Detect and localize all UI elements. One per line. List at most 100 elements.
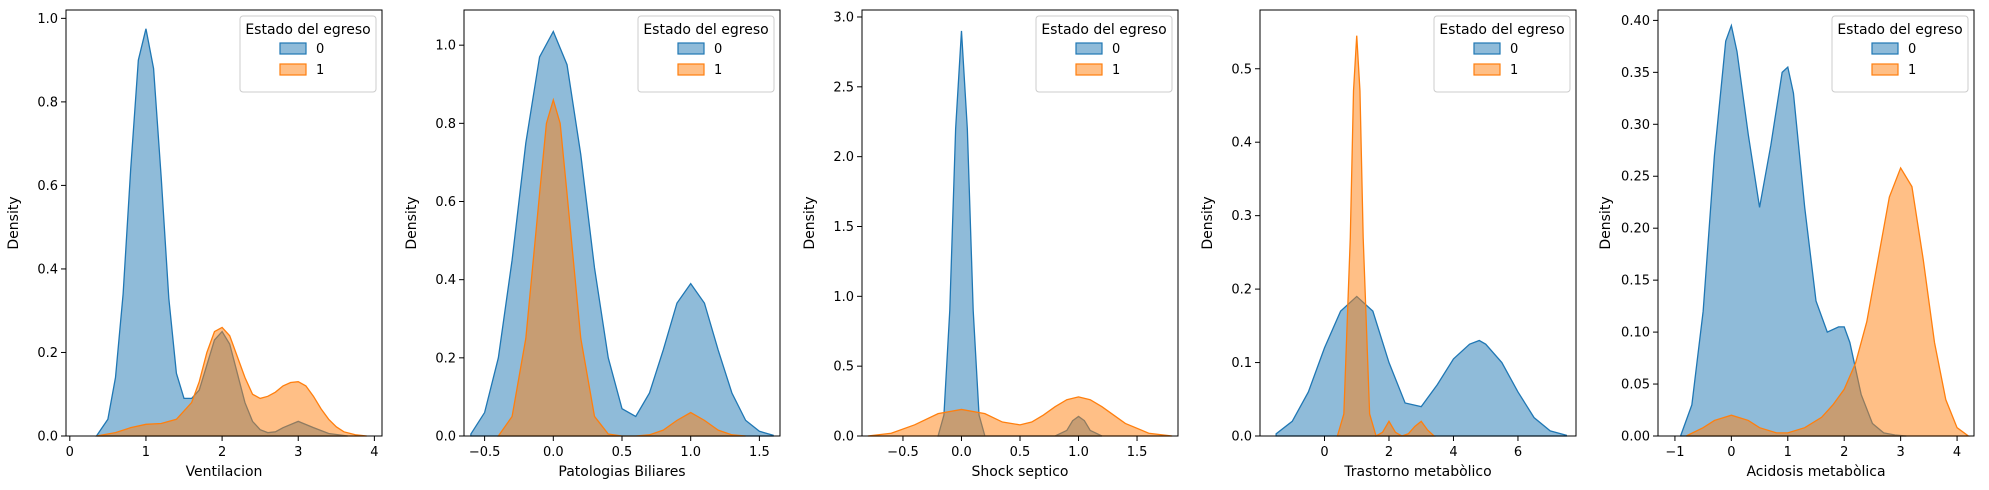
legend-swatch-0 (1075, 42, 1103, 55)
y-axis-label: Density (6, 196, 22, 249)
x-tick-label: 1.5 (1127, 445, 1148, 460)
legend-label-0: 0 (1112, 42, 1120, 57)
legend-label-0: 0 (1908, 42, 1916, 57)
x-axis-label: Ventilacion (186, 464, 263, 480)
y-tick-label: 0.0 (833, 430, 854, 445)
y-tick-label: 2.0 (833, 150, 854, 165)
legend-swatch-1 (1075, 63, 1103, 76)
x-tick-label: 0 (66, 445, 74, 460)
legend-box (1433, 15, 1571, 93)
x-tick-label: 0 (1320, 445, 1328, 460)
plot-frame (1259, 9, 1577, 437)
x-tick-label: 4 (1953, 445, 1961, 460)
x-tick-label: 0.0 (951, 445, 972, 460)
y-tick-label: 0.20 (1621, 222, 1650, 237)
y-tick-label: 0.35 (1621, 66, 1650, 81)
plot-frame (65, 9, 383, 437)
density-area-1 (1336, 35, 1436, 437)
legend-label-1: 1 (714, 63, 722, 78)
plot-frame (1657, 9, 1975, 437)
legend-swatch-0 (677, 42, 705, 55)
y-tick-label: 1.0 (37, 12, 58, 27)
y-tick-label: 0.05 (1621, 378, 1650, 393)
legend: Estado del egreso 0 1 (1831, 15, 1969, 93)
density-area-0 (1275, 295, 1567, 437)
legend-box (1035, 15, 1173, 93)
chart-panel-trastorno-metabolico: 0 2 4 6 0.0 0.1 0.2 0.3 0.4 0.5 Trastorno metabòli… (1200, 9, 1577, 480)
x-tick-label: 1.0 (680, 445, 701, 460)
legend: Estado del egreso 0 1 (239, 15, 377, 93)
y-axis-label: Density (1200, 196, 1216, 249)
legend-label-0: 0 (316, 42, 324, 57)
legend-title: Estado del egreso (245, 22, 370, 38)
legend: Estado del egreso 0 1 (637, 15, 775, 93)
x-tick-label: 1 (142, 445, 150, 460)
y-tick-label: 0.5 (833, 360, 854, 375)
x-tick-label: 4 (1449, 445, 1457, 460)
y-tick-label: 0.0 (1231, 430, 1252, 445)
y-tick-label: 0.10 (1621, 326, 1650, 341)
y-axis-label: Density (1598, 196, 1614, 249)
x-tick-label: 0.5 (1010, 445, 1031, 460)
x-tick-label: 3 (294, 445, 302, 460)
x-tick-label: 0.0 (543, 445, 564, 460)
legend-swatch-0 (1871, 42, 1899, 55)
y-tick-label: 0.6 (37, 179, 58, 194)
y-tick-label: 1.0 (435, 39, 456, 54)
legend-swatch-1 (1871, 63, 1899, 76)
y-tick-label: 0.40 (1621, 14, 1650, 29)
y-tick-label: 0.5 (1231, 62, 1252, 77)
legend: Estado del egreso 0 1 (1433, 15, 1571, 93)
legend-label-0: 0 (714, 42, 722, 57)
x-axis-label: Patologias Biliares (558, 464, 685, 480)
x-tick-label: 1.5 (749, 445, 770, 460)
legend-label-1: 1 (316, 63, 324, 78)
x-axis-label: Trastorno metabòlico (1343, 464, 1491, 480)
legend-title: Estado del egreso (1041, 22, 1166, 38)
legend-swatch-1 (677, 63, 705, 76)
y-tick-label: 0.4 (1231, 136, 1252, 151)
y-tick-label: 0.00 (1621, 430, 1650, 445)
y-axis-label: Density (404, 196, 420, 249)
legend-box (637, 15, 775, 93)
x-tick-label: 1.0 (1068, 445, 1089, 460)
legend-label-0: 0 (1510, 42, 1518, 57)
legend-title: Estado del egreso (1837, 22, 1962, 38)
legend-box (239, 15, 377, 93)
legend-swatch-1 (279, 63, 307, 76)
legend-swatch-1 (1473, 63, 1501, 76)
y-tick-label: 0.30 (1621, 118, 1650, 133)
legend-box (1831, 15, 1969, 93)
x-tick-label: 2 (218, 445, 226, 460)
legend-label-1: 1 (1112, 63, 1120, 78)
x-axis-label: Acidosis metabòlica (1746, 464, 1885, 480)
y-tick-label: 0.6 (435, 195, 456, 210)
x-tick-label: 6 (1514, 445, 1522, 460)
y-tick-label: 0.4 (37, 262, 58, 277)
y-tick-label: 0.2 (435, 351, 456, 366)
y-axis-label: Density (802, 196, 818, 249)
y-tick-label: 0.1 (1231, 356, 1252, 371)
legend-swatch-0 (1473, 42, 1501, 55)
chart-panel-ventilacion: 0 1 2 3 4 0.0 0.2 0.4 0.6 0.8 1.0 Ventilacion Densit… (6, 9, 383, 480)
chart-panel-patologias-biliares: −0.5 0.0 0.5 1.0 1.5 0.0 0.2 0.4 0.6 0.8 1.0 Patolo… (404, 9, 781, 480)
chart-panel-acidosis-metabolica: −1 0 1 2 3 4 0.00 0.05 0.10 0.15 0.20 0.25 0.30 0.35 0… (1598, 9, 1975, 480)
legend-label-1: 1 (1908, 63, 1916, 78)
x-tick-label: 1 (1784, 445, 1792, 460)
x-tick-label: 0 (1727, 445, 1735, 460)
density-area-1 (1685, 166, 1971, 437)
y-tick-label: 1.5 (833, 220, 854, 235)
x-axis-label: Shock septico (971, 464, 1068, 480)
density-area-1 (96, 326, 367, 437)
x-tick-label: −0.5 (469, 445, 501, 460)
density-area-1 (497, 97, 746, 437)
y-tick-label: 0.0 (435, 430, 456, 445)
y-tick-label: 0.3 (1231, 209, 1252, 224)
x-tick-label: 2 (1385, 445, 1393, 460)
y-tick-label: 2.5 (833, 80, 854, 95)
y-tick-label: 0.8 (435, 117, 456, 132)
y-tick-label: 0.25 (1621, 170, 1650, 185)
legend-title: Estado del egreso (1439, 22, 1564, 38)
x-tick-label: 4 (370, 445, 378, 460)
